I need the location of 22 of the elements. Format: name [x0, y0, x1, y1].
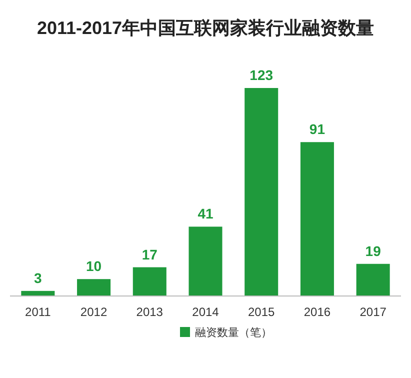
x-tick-label: 2011 — [25, 305, 52, 319]
legend-label: 融资数量（笔） — [195, 327, 272, 339]
bar — [77, 279, 111, 296]
bar — [300, 142, 334, 296]
bar — [188, 226, 222, 296]
x-tick-label: 2012 — [80, 305, 108, 319]
data-label: 10 — [86, 258, 102, 274]
x-tick-label: 2015 — [248, 305, 276, 319]
data-label: 19 — [365, 242, 382, 259]
data-label: 41 — [198, 206, 214, 222]
data-label: 91 — [309, 121, 326, 138]
data-label: 123 — [250, 67, 274, 83]
x-tick-label: 2017 — [360, 305, 387, 319]
x-tick-label: 2013 — [136, 305, 164, 319]
data-label: 17 — [142, 246, 158, 262]
x-tick-label: 2014 — [192, 305, 220, 319]
bar — [132, 267, 166, 296]
data-label: 3 — [34, 270, 42, 286]
bar — [244, 88, 278, 296]
bar — [356, 264, 390, 296]
chart-title: 2011-2017年中国互联网家装行业融资数量 — [36, 18, 374, 38]
x-tick-label: 2016 — [304, 305, 331, 319]
